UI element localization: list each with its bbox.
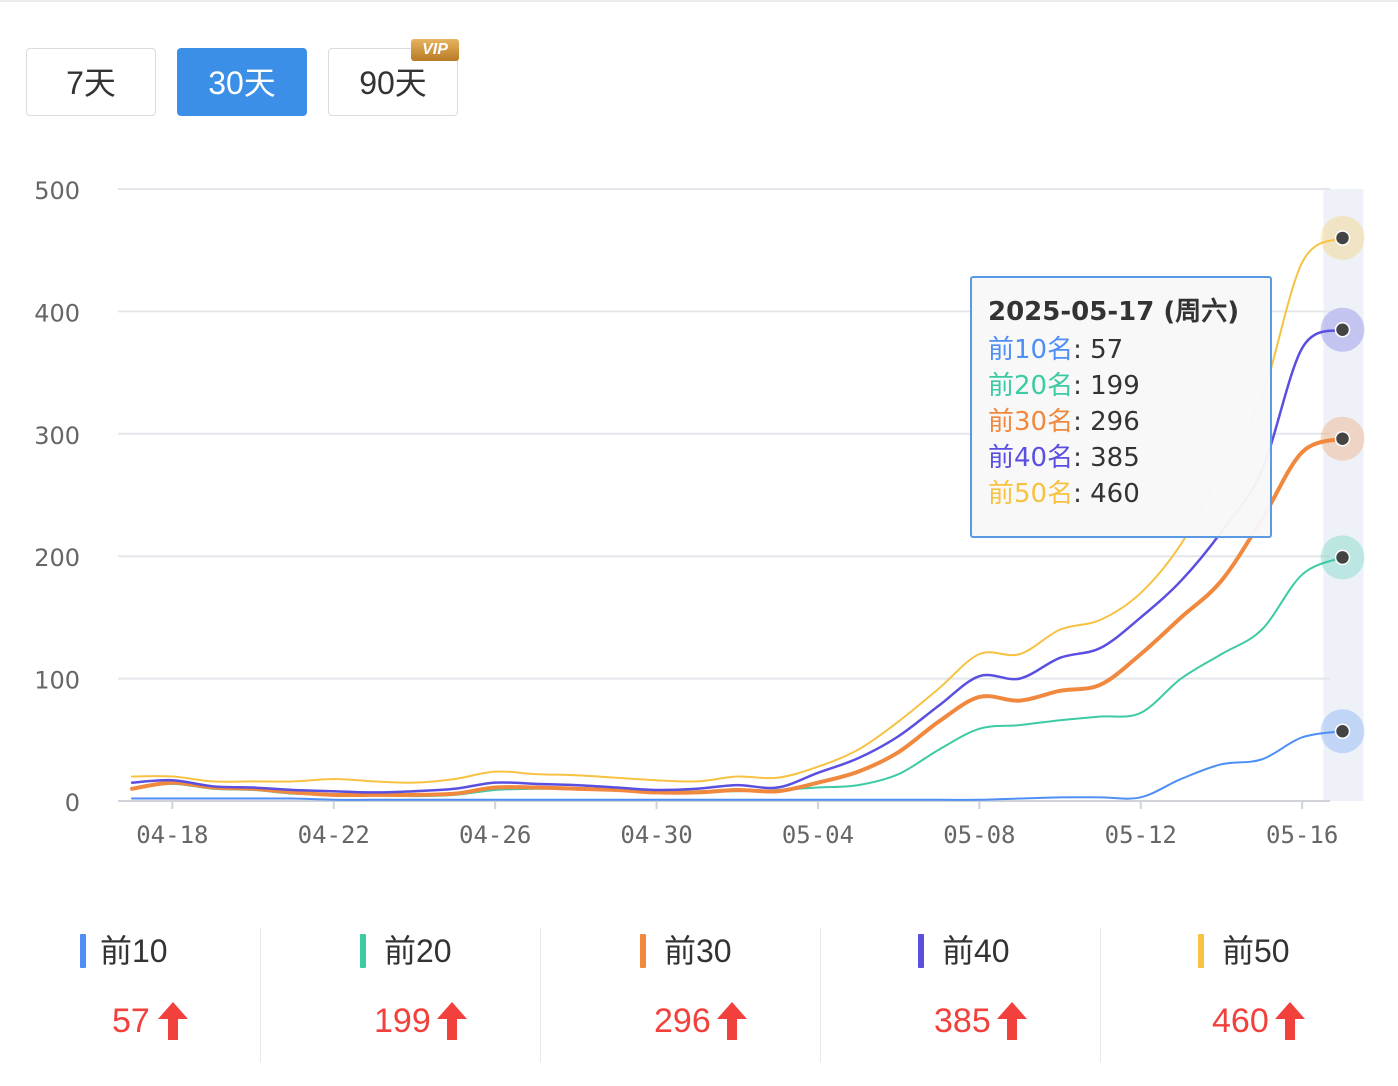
series-line — [131, 730, 1344, 801]
summary-item-top20: 前20 199 — [280, 926, 560, 1066]
x-tick-label: 04-22 — [298, 821, 370, 849]
tooltip-row-top40: 前40名: 385 — [988, 443, 1140, 473]
summary-divider — [540, 928, 541, 1062]
data-point — [1334, 230, 1351, 246]
tooltip-row-top10: 前10名: 57 — [988, 335, 1124, 365]
summary-value: 57 — [112, 1002, 150, 1040]
trend-up-icon — [717, 1002, 747, 1040]
vip-badge: VIP — [411, 39, 459, 61]
series-layer — [130, 236, 1345, 801]
x-tick-label: 05-08 — [943, 821, 1015, 849]
series-color-bar — [918, 934, 924, 968]
x-tick-label: 05-12 — [1105, 821, 1177, 849]
tooltip-value: 385 — [1090, 443, 1140, 473]
series-line — [131, 236, 1344, 784]
tooltip-row-top50: 前50名: 460 — [988, 479, 1140, 509]
summary-value: 199 — [374, 1002, 431, 1040]
tooltip-label: 前40名 — [988, 443, 1074, 473]
tooltip-label: 前20名 — [988, 371, 1074, 401]
data-point — [1334, 430, 1351, 447]
x-tick-label: 04-18 — [136, 821, 208, 849]
y-tick-label: 400 — [34, 299, 80, 327]
summary-item-top40: 前40 385 — [840, 926, 1120, 1066]
summary-item-top50: 前50 460 — [1120, 926, 1398, 1066]
series-line — [130, 436, 1345, 798]
tooltip-row-top20: 前20名: 199 — [988, 371, 1140, 401]
tab-30-days-label: 30天 — [208, 65, 276, 101]
tab-90-days-label: 90天 — [359, 65, 427, 101]
trend-up-icon — [437, 1002, 467, 1040]
y-tick-label: 100 — [34, 667, 80, 695]
x-tick-label: 05-16 — [1266, 821, 1338, 849]
tooltip-value: 296 — [1090, 407, 1140, 437]
y-tick-label: 500 — [34, 177, 80, 205]
highlight-band — [1323, 189, 1364, 801]
tooltip-value: 57 — [1090, 335, 1124, 365]
tab-7-days[interactable]: 7天 — [26, 48, 156, 116]
x-tick-label: 04-30 — [620, 821, 692, 849]
tab-90-days[interactable]: 90天 VIP — [328, 39, 459, 116]
y-tick-label: 300 — [34, 422, 80, 450]
tab-30-days[interactable]: 30天 — [177, 48, 307, 116]
summary-name: 前30 — [664, 933, 732, 969]
summary-item-top10: 前10 57 — [0, 926, 280, 1066]
trend-up-icon — [1275, 1002, 1305, 1040]
top-divider — [0, 0, 1398, 2]
summary-stats: 前10 57 前20 199 前30 296 前40 385 前50 460 — [0, 926, 1398, 1066]
tab-7-days-label: 7天 — [66, 65, 116, 101]
series-line — [130, 328, 1344, 794]
summary-divider — [1100, 928, 1101, 1062]
summary-name: 前40 — [942, 933, 1010, 969]
trend-up-icon — [158, 1002, 188, 1040]
data-point — [1334, 723, 1351, 739]
tooltip-label: 前10名 — [988, 335, 1074, 365]
ranking-line-chart[interactable]: 0 100 200 300 400 500 04-18 04-22 04-26 04-30 05-… — [0, 140, 1398, 880]
highlight-points — [1320, 215, 1365, 754]
summary-name: 前10 — [100, 933, 168, 969]
x-axis: 04-18 04-22 04-26 04-30 05-04 05-08 05-12 05-16 — [118, 800, 1338, 849]
summary-item-top30: 前30 296 — [560, 926, 840, 1066]
summary-value: 385 — [934, 1002, 991, 1040]
series-color-bar — [80, 934, 86, 968]
tooltip-label: 前50名 — [988, 479, 1074, 509]
summary-value: 460 — [1212, 1002, 1269, 1040]
summary-name: 前50 — [1222, 933, 1290, 969]
tooltip-title: 2025-05-17 (周六) — [988, 297, 1240, 327]
summary-value: 296 — [654, 1002, 711, 1040]
y-tick-label: 0 — [65, 789, 80, 817]
summary-name: 前20 — [384, 933, 452, 969]
tooltip-label: 前30名 — [988, 407, 1074, 437]
series-color-bar — [360, 934, 366, 968]
data-point — [1334, 549, 1351, 566]
series-color-bar — [1198, 934, 1204, 968]
x-tick-label: 05-04 — [782, 821, 854, 849]
tooltip-row-top30: 前30名: 296 — [988, 407, 1140, 437]
trend-up-icon — [997, 1002, 1027, 1040]
chart-tooltip: 2025-05-17 (周六) 前10名: 57 前20名: 199 前30名:… — [970, 276, 1272, 538]
series-line — [131, 556, 1344, 798]
summary-divider — [820, 928, 821, 1062]
data-point — [1334, 322, 1351, 338]
series-color-bar — [640, 934, 646, 968]
tooltip-value: 199 — [1090, 371, 1140, 401]
x-tick-label: 04-26 — [459, 821, 531, 849]
summary-divider — [260, 928, 261, 1062]
tooltip-value: 460 — [1090, 479, 1140, 509]
y-tick-label: 200 — [34, 544, 80, 572]
